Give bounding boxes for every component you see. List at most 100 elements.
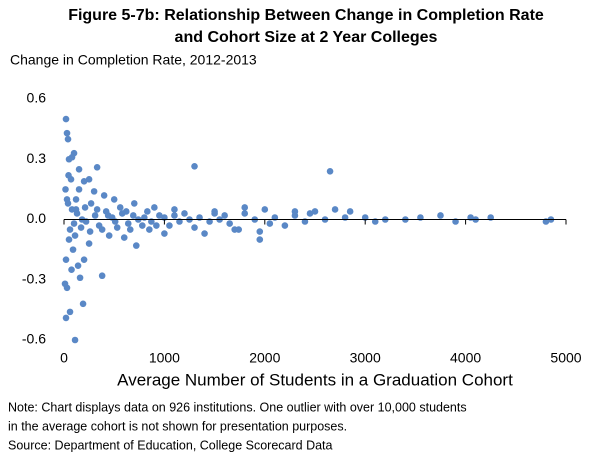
point	[116, 204, 124, 211]
point	[68, 266, 75, 274]
point	[87, 200, 95, 207]
point	[201, 230, 208, 237]
point	[122, 208, 130, 215]
point	[66, 226, 74, 233]
x-tick-label: 5000	[550, 350, 581, 366]
point	[171, 212, 178, 219]
point	[191, 224, 198, 231]
point	[71, 232, 79, 239]
point	[124, 220, 132, 227]
point	[69, 246, 77, 253]
point	[266, 220, 274, 227]
chart-title: Figure 5-7b: Relationship Between Change…	[68, 7, 544, 24]
point	[311, 208, 319, 215]
point	[241, 204, 249, 211]
point	[113, 224, 121, 231]
point	[139, 222, 146, 229]
point	[75, 186, 83, 193]
x-tick-label: 4000	[450, 350, 481, 366]
point	[171, 206, 178, 213]
point	[291, 212, 299, 219]
note: in the average cohort is not shown for p…	[8, 419, 347, 433]
point	[93, 206, 101, 213]
point	[75, 165, 83, 173]
y-axis-label: Change in Completion Rate, 2012-2013	[10, 52, 257, 68]
point	[331, 206, 339, 213]
point	[306, 210, 314, 217]
point	[91, 212, 99, 219]
y-tick-label: 0.6	[27, 90, 47, 106]
point	[90, 188, 98, 195]
point	[61, 280, 69, 288]
y-tick-label: -0.6	[22, 331, 46, 347]
point	[79, 300, 87, 308]
point	[93, 163, 101, 171]
point	[77, 224, 85, 231]
point	[146, 226, 153, 233]
point	[281, 222, 289, 229]
point	[100, 192, 108, 199]
point	[71, 336, 79, 344]
point	[70, 149, 78, 157]
point	[126, 226, 134, 233]
point	[66, 308, 74, 316]
point	[144, 208, 151, 215]
point	[76, 274, 84, 282]
point	[129, 212, 137, 219]
x-tick-label: 2000	[249, 350, 280, 366]
x-tick-label: 1000	[149, 350, 180, 366]
point	[70, 220, 78, 227]
point	[62, 115, 70, 123]
point	[86, 228, 94, 235]
point	[62, 186, 69, 193]
note: Note: Chart displays data on 926 institu…	[8, 400, 467, 414]
point	[72, 196, 80, 203]
point	[80, 178, 88, 185]
y-tick-label: -0.3	[22, 270, 46, 286]
point	[166, 222, 173, 229]
x-tick-label: 3000	[350, 350, 381, 366]
point	[256, 228, 264, 235]
point	[221, 212, 228, 219]
point	[437, 212, 444, 219]
point	[81, 204, 89, 211]
point	[65, 236, 73, 243]
point	[105, 232, 113, 239]
point	[120, 234, 128, 241]
point	[235, 226, 242, 233]
point	[191, 162, 198, 170]
point	[98, 226, 106, 233]
point	[85, 176, 93, 183]
point	[85, 240, 93, 247]
point	[161, 230, 168, 237]
point	[130, 200, 138, 207]
point	[226, 220, 233, 227]
point	[261, 206, 269, 213]
point	[63, 129, 71, 137]
point	[104, 212, 112, 219]
point	[63, 196, 71, 203]
point	[151, 204, 158, 211]
point	[346, 208, 354, 215]
y-tick-label: 0.3	[27, 150, 47, 166]
point	[241, 210, 249, 217]
y-tick-label: 0.0	[27, 210, 47, 226]
point	[65, 172, 72, 179]
point	[64, 135, 72, 143]
point	[80, 256, 88, 263]
point	[211, 210, 218, 217]
x-tick-label: 0	[60, 350, 68, 366]
point	[132, 242, 140, 249]
point	[62, 314, 70, 322]
point	[256, 236, 264, 243]
chart-title: and Cohort Size at 2 Year Colleges	[175, 29, 438, 46]
point	[62, 256, 70, 263]
point	[74, 262, 82, 269]
point	[153, 222, 160, 229]
point	[326, 168, 334, 175]
x-axis-label: Average Number of Students in a Graduati…	[117, 370, 513, 389]
note: Source: Department of Education, College…	[8, 438, 333, 452]
point	[72, 206, 80, 213]
